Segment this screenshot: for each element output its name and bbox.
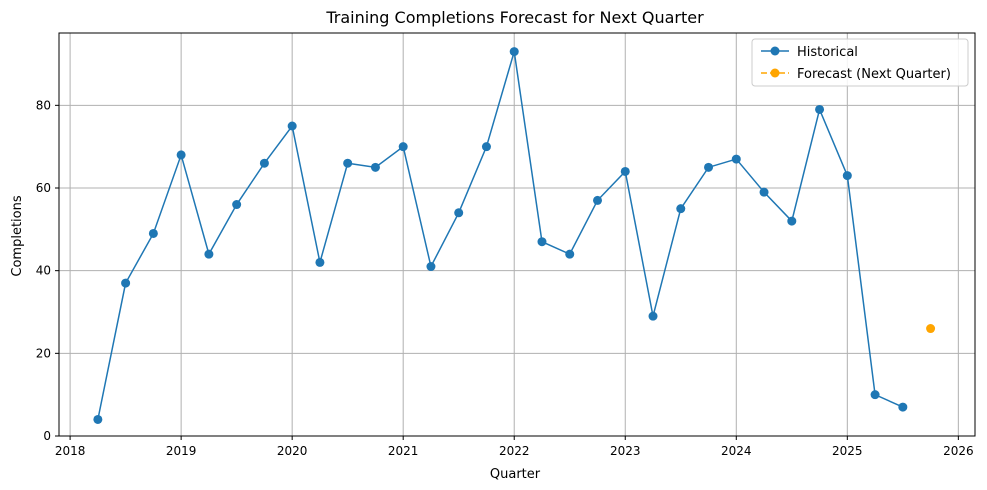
data-point <box>121 278 131 288</box>
series-layer <box>93 47 936 424</box>
series-line-0 <box>97 51 904 420</box>
data-point <box>398 142 408 152</box>
y-axis-label: Completions <box>10 195 25 276</box>
x-tick-label: 2025 <box>832 444 863 458</box>
legend-label: Historical <box>797 45 858 60</box>
data-point <box>898 402 908 412</box>
data-point <box>704 162 714 172</box>
data-point <box>815 104 825 114</box>
grid <box>59 33 975 437</box>
y-tick-label: 60 <box>36 181 51 195</box>
data-point <box>148 228 158 238</box>
data-point <box>370 162 380 172</box>
x-tick-label: 2019 <box>166 444 197 458</box>
data-point <box>592 195 602 205</box>
data-point <box>537 237 547 247</box>
data-point <box>648 311 658 321</box>
data-point <box>176 150 186 160</box>
data-point <box>481 142 491 152</box>
data-point <box>759 187 769 197</box>
data-point <box>870 390 880 400</box>
legend-marker <box>770 46 780 56</box>
data-point <box>343 158 353 168</box>
data-point <box>454 208 464 218</box>
data-point <box>315 257 325 267</box>
y-tick-label: 20 <box>36 346 51 360</box>
data-point <box>676 204 686 214</box>
y-tick-label: 80 <box>36 98 51 112</box>
x-tick-label: 2018 <box>55 444 86 458</box>
data-point <box>565 249 575 259</box>
x-axis-label: Quarter <box>490 467 541 482</box>
data-point <box>509 47 519 57</box>
x-tick-label: 2023 <box>610 444 641 458</box>
data-point <box>620 166 630 176</box>
plot-frame <box>58 32 976 437</box>
data-point <box>787 216 797 226</box>
x-tick-label: 2022 <box>499 444 530 458</box>
x-tick-label: 2024 <box>721 444 752 458</box>
legend-label: Forecast (Next Quarter) <box>797 67 951 82</box>
x-tick-label: 2026 <box>943 444 974 458</box>
data-point <box>204 249 214 259</box>
legend: Historical Forecast (Next Quarter) <box>751 38 969 87</box>
data-point <box>426 262 436 272</box>
y-tick-label: 40 <box>36 264 51 278</box>
data-point <box>93 414 103 424</box>
data-point <box>842 171 852 181</box>
data-point <box>259 158 269 168</box>
data-point <box>731 154 741 164</box>
data-point <box>926 324 936 334</box>
legend-marker <box>770 68 780 78</box>
y-tick-label: 0 <box>43 429 51 443</box>
data-point <box>287 121 297 131</box>
x-tick-label: 2020 <box>277 444 308 458</box>
legend-box <box>751 38 969 87</box>
axes: 2018 2019 2020 2021 2022 2023 2024 2025 2026 0 20 4… <box>36 98 974 458</box>
data-point <box>232 200 242 210</box>
x-tick-label: 2021 <box>388 444 419 458</box>
chart-title: Training Completions Forecast for Next Q… <box>325 8 704 27</box>
